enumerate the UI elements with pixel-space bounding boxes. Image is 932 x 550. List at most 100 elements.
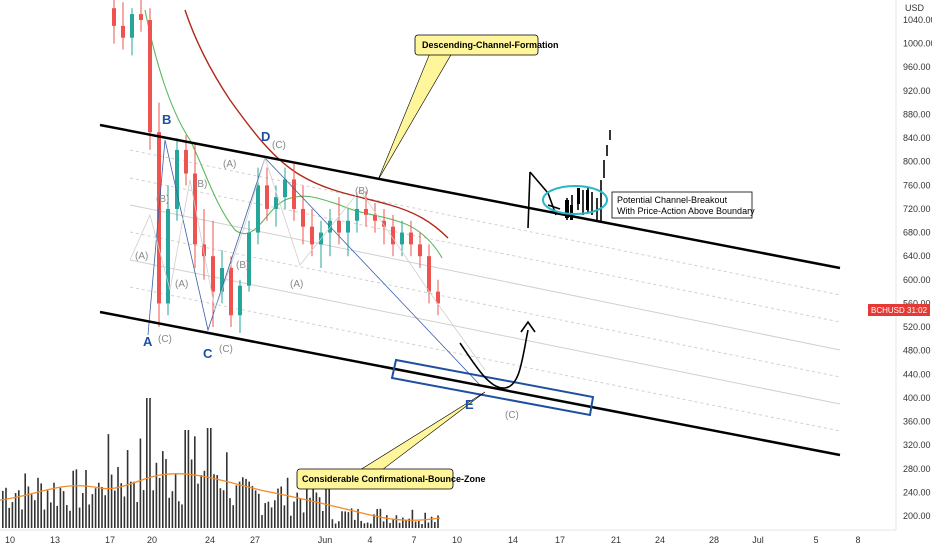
- volume-bar: [299, 498, 302, 528]
- volume-bar: [187, 430, 190, 528]
- volume-bar: [232, 505, 234, 528]
- volume-bar: [293, 501, 295, 528]
- volume-bar: [363, 523, 366, 528]
- volume-bar: [40, 483, 42, 528]
- y-tick-label: 960.00: [903, 62, 931, 72]
- x-tick-label: 21: [611, 535, 621, 545]
- volume-bar: [331, 519, 334, 528]
- y-tick-label: 280.00: [903, 464, 931, 474]
- bounce-zone-box[interactable]: [390, 358, 595, 417]
- y-tick-label: 440.00: [903, 369, 931, 379]
- volume-bar: [178, 501, 180, 528]
- volume-bar: [334, 523, 337, 528]
- x-tick-label: 28: [709, 535, 719, 545]
- wave-sub-c-1: (C): [158, 334, 172, 345]
- volume-bar: [421, 523, 423, 528]
- candle: [391, 214, 395, 257]
- volume-bar: [206, 428, 209, 528]
- volume-bar: [392, 518, 394, 528]
- candle: [382, 208, 386, 245]
- candle: [184, 135, 188, 186]
- candle: [265, 167, 269, 221]
- volume-bar: [101, 486, 103, 528]
- volume-bar: [14, 493, 17, 528]
- x-axis-ticks: 10 13 17 20 24 27 Jun 4 7 10 14 17 21 24 28 Jul 5 8: [5, 535, 861, 545]
- volume-bar: [418, 521, 420, 528]
- volume-bar: [434, 522, 436, 528]
- last-price-symbol: BCHUSD: [871, 306, 905, 315]
- candle: [418, 232, 422, 268]
- candle: [229, 256, 233, 328]
- breakout-note-line2: With Price-Action Above Boundary: [617, 206, 755, 216]
- breakout-note-box[interactable]: [611, 191, 753, 219]
- candle: [211, 220, 215, 328]
- volume-bar: [280, 486, 282, 528]
- volume-bar: [373, 514, 375, 528]
- volume-bar: [27, 486, 30, 528]
- volume-bar: [5, 487, 7, 528]
- volume-bar: [133, 481, 135, 528]
- volume-bar: [114, 490, 116, 528]
- x-tick-label: 13: [50, 535, 60, 545]
- volume-bar: [258, 493, 260, 528]
- candles: [112, 0, 440, 333]
- volume-bar: [395, 515, 398, 528]
- volume-bar: [130, 481, 132, 528]
- breakout-highlight-ellipse: [542, 185, 608, 215]
- bounce-callout-box[interactable]: [296, 468, 454, 490]
- candle: [247, 220, 251, 292]
- volume-bar: [171, 491, 174, 528]
- volume-bar: [242, 477, 244, 528]
- volume-bar: [91, 494, 94, 528]
- volume-bar: [360, 520, 362, 528]
- volume-bar: [88, 504, 90, 528]
- y-tick-label: 1040.00: [903, 15, 932, 25]
- volume-bar: [366, 522, 369, 528]
- volume-bar: [254, 490, 257, 528]
- volume-bar: [24, 473, 26, 528]
- x-tick-label: 10: [5, 535, 15, 545]
- volume-bar: [430, 516, 433, 528]
- volume-bar: [126, 450, 129, 528]
- candle: [373, 203, 377, 233]
- volume-bar: [267, 501, 270, 528]
- volume-bar: [142, 490, 145, 528]
- volume-bar: [277, 488, 279, 528]
- volume-bar: [43, 509, 46, 528]
- volume-bar: [18, 490, 20, 528]
- candle: [346, 208, 350, 257]
- volume-bar: [85, 469, 87, 528]
- volume-bar: [245, 478, 247, 528]
- volume-bar: [53, 482, 55, 528]
- volume-bar: [75, 469, 78, 528]
- volume-bar: [248, 481, 250, 528]
- volume-bar: [162, 451, 164, 528]
- wave-sub-c-3: (C): [272, 140, 286, 151]
- volume-bar: [302, 512, 305, 528]
- volume-bar: [251, 486, 254, 528]
- channel-callout-box[interactable]: [414, 34, 539, 56]
- y-tick-label: 640.00: [903, 251, 931, 261]
- y-tick-label: 1000.00: [903, 39, 932, 49]
- volume-bar: [174, 474, 177, 528]
- last-price-tag[interactable]: [868, 304, 930, 316]
- candle: [166, 185, 170, 316]
- volume-bar: [184, 430, 186, 528]
- y-tick-label: 920.00: [903, 86, 931, 96]
- volume-bar: [56, 505, 58, 528]
- candle: [121, 2, 125, 50]
- volume-bar: [158, 477, 161, 528]
- volume-bar: [296, 492, 298, 528]
- y-tick-label: 400.00: [903, 393, 931, 403]
- volume-bar: [37, 477, 39, 528]
- bounce-callout-label: Considerable Confirmational-Bounce-Zone: [302, 474, 486, 484]
- candle: [130, 8, 134, 56]
- volume-bar: [120, 483, 122, 528]
- volume-bar: [213, 474, 215, 528]
- candle: [112, 0, 116, 44]
- volume-bar: [414, 521, 417, 528]
- volume-bar: [216, 475, 218, 528]
- volume-bar: [98, 482, 100, 528]
- volume-bar: [408, 518, 410, 528]
